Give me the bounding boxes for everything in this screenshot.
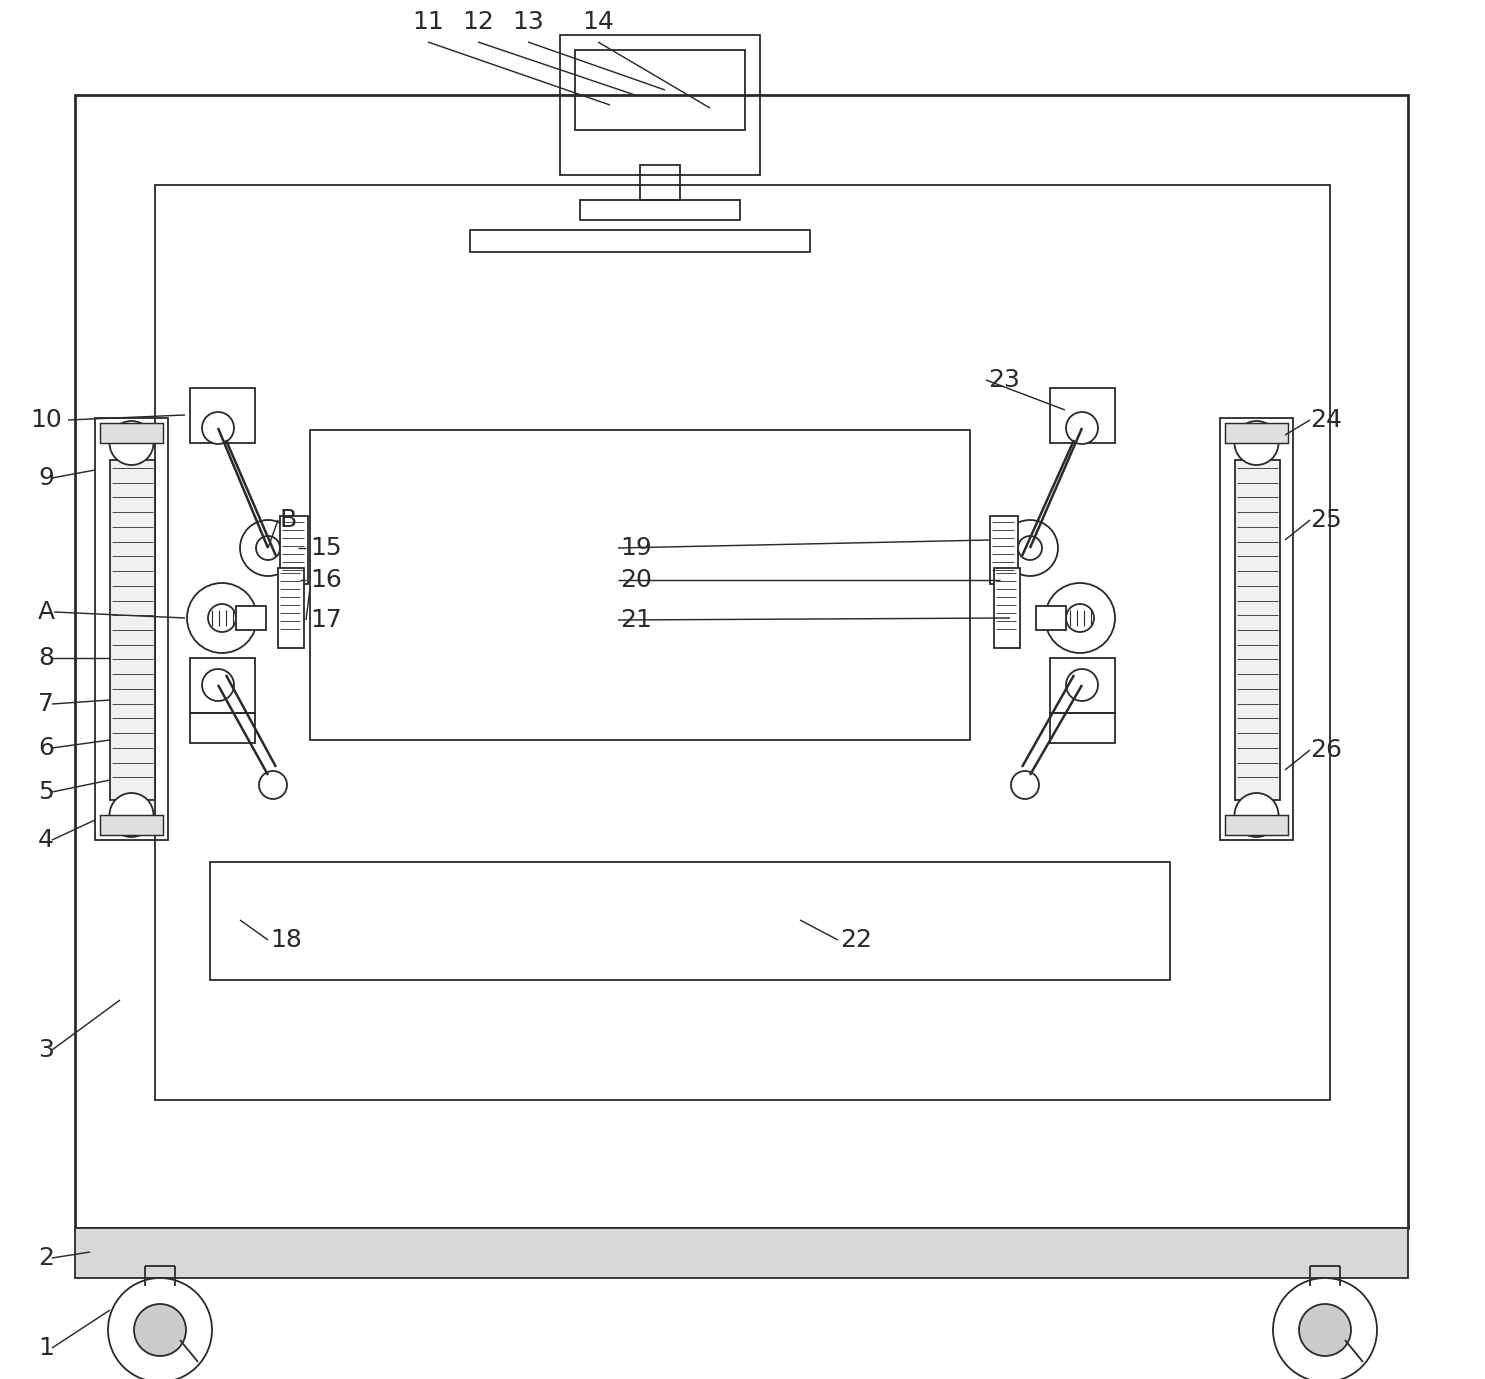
Bar xyxy=(1236,461,1280,800)
Circle shape xyxy=(110,421,153,465)
Text: 15: 15 xyxy=(310,536,342,560)
Bar xyxy=(99,423,163,443)
Circle shape xyxy=(1273,1278,1377,1379)
Text: 23: 23 xyxy=(988,368,1020,392)
Text: 2: 2 xyxy=(39,1247,53,1270)
Text: 16: 16 xyxy=(310,568,342,592)
Circle shape xyxy=(1066,669,1097,701)
Text: 17: 17 xyxy=(310,608,342,632)
Bar xyxy=(469,230,809,252)
Circle shape xyxy=(134,1305,186,1356)
Circle shape xyxy=(1234,793,1279,837)
Text: 10: 10 xyxy=(30,408,62,432)
Circle shape xyxy=(241,520,296,576)
Circle shape xyxy=(187,583,257,654)
Circle shape xyxy=(1234,421,1279,465)
Bar xyxy=(236,605,266,630)
Text: 18: 18 xyxy=(270,928,301,952)
Text: 19: 19 xyxy=(621,536,652,560)
Text: 24: 24 xyxy=(1310,408,1342,432)
Bar xyxy=(278,568,304,648)
Text: 20: 20 xyxy=(621,568,652,592)
Bar xyxy=(1225,815,1287,836)
Bar xyxy=(1221,418,1293,840)
Bar xyxy=(1050,658,1115,713)
Bar xyxy=(95,418,168,840)
Text: 7: 7 xyxy=(39,692,53,716)
Bar xyxy=(1050,387,1115,443)
Bar xyxy=(993,568,1020,648)
Bar xyxy=(190,658,255,713)
Text: 1: 1 xyxy=(39,1336,53,1360)
Bar xyxy=(575,50,745,130)
Bar xyxy=(110,461,154,800)
Bar xyxy=(1225,423,1287,443)
Circle shape xyxy=(1066,604,1094,632)
Bar xyxy=(190,713,255,743)
Text: 14: 14 xyxy=(582,10,613,34)
Text: 3: 3 xyxy=(39,1038,53,1062)
Bar xyxy=(310,430,970,741)
Circle shape xyxy=(1011,771,1040,798)
Bar xyxy=(76,95,1408,1229)
Text: 12: 12 xyxy=(462,10,495,34)
Text: 25: 25 xyxy=(1310,507,1342,532)
Bar xyxy=(190,387,255,443)
Text: 21: 21 xyxy=(621,608,652,632)
Circle shape xyxy=(1066,412,1097,444)
Text: A: A xyxy=(39,600,55,625)
Circle shape xyxy=(202,412,235,444)
Bar xyxy=(640,165,680,200)
Bar xyxy=(1037,605,1066,630)
Circle shape xyxy=(1019,536,1042,560)
Circle shape xyxy=(1002,520,1057,576)
Circle shape xyxy=(258,771,287,798)
Text: 11: 11 xyxy=(413,10,444,34)
Bar xyxy=(76,1229,1408,1278)
Text: 9: 9 xyxy=(39,466,53,490)
Bar xyxy=(1050,713,1115,743)
Text: 22: 22 xyxy=(841,928,872,952)
Text: 8: 8 xyxy=(39,645,53,670)
Circle shape xyxy=(110,793,153,837)
Bar xyxy=(581,200,740,221)
Text: 5: 5 xyxy=(39,781,53,804)
Bar xyxy=(99,815,163,836)
Circle shape xyxy=(208,604,236,632)
Circle shape xyxy=(1299,1305,1351,1356)
Text: 26: 26 xyxy=(1310,738,1342,763)
Circle shape xyxy=(202,669,235,701)
Bar xyxy=(990,516,1019,583)
Circle shape xyxy=(255,536,281,560)
Text: 4: 4 xyxy=(39,827,53,852)
Text: 6: 6 xyxy=(39,736,53,760)
Text: 13: 13 xyxy=(512,10,544,34)
Text: B: B xyxy=(281,507,297,532)
Circle shape xyxy=(1045,583,1115,654)
Bar xyxy=(560,34,760,175)
Bar xyxy=(209,862,1170,980)
Circle shape xyxy=(108,1278,212,1379)
Bar xyxy=(281,516,307,583)
Bar xyxy=(154,185,1331,1100)
